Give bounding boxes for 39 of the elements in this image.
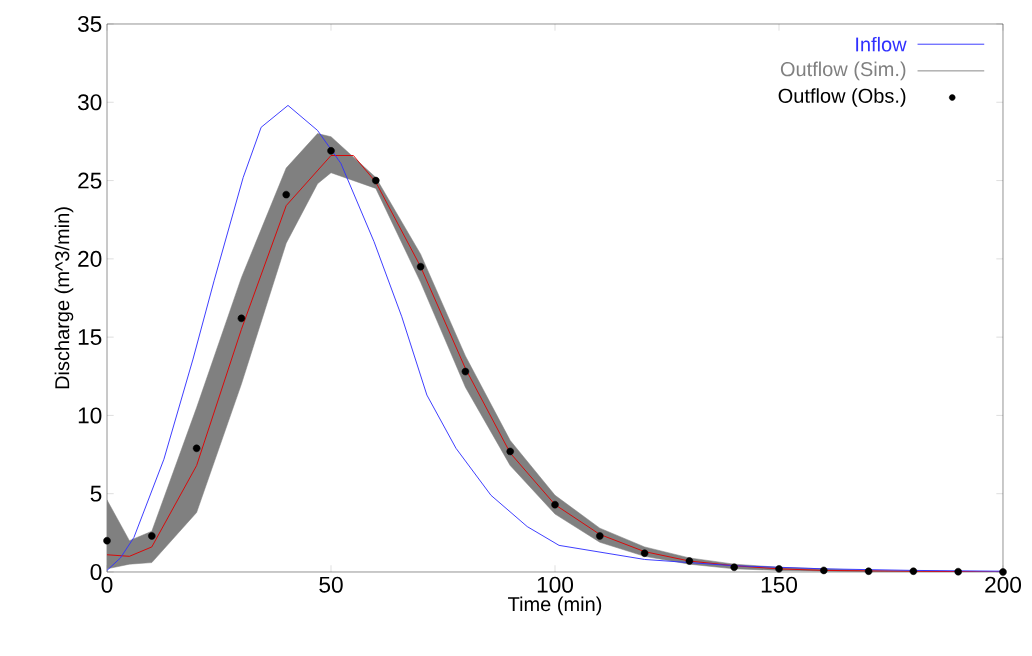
x-tick-label: 100 xyxy=(537,576,574,593)
x-tick-label: 0 xyxy=(101,576,113,593)
point xyxy=(954,567,962,576)
point xyxy=(820,566,828,575)
y-tick-label: 0 xyxy=(90,563,102,581)
point xyxy=(237,314,246,323)
y-tick-label: 20 xyxy=(78,250,102,267)
point xyxy=(461,367,470,376)
legend-label: Outflow (Sim.) xyxy=(780,61,906,81)
point xyxy=(148,532,156,540)
legend-label: Outflow (Obs.) xyxy=(778,88,906,107)
x-tick-label: 150 xyxy=(761,576,798,593)
point xyxy=(506,447,514,456)
point xyxy=(327,147,335,155)
y-axis-title: Discharge (m^3/min) xyxy=(54,207,74,389)
x-tick-label: 50 xyxy=(319,576,343,593)
point xyxy=(282,190,290,199)
point xyxy=(551,500,559,509)
x-axis-title: Time (min) xyxy=(508,596,602,616)
point xyxy=(416,262,425,271)
point xyxy=(640,549,649,557)
point xyxy=(730,563,738,572)
y-tick-label: 30 xyxy=(77,94,102,111)
y-tick-label: 15 xyxy=(78,329,102,346)
point xyxy=(192,444,201,453)
legend-label: Inflow xyxy=(856,36,907,52)
point xyxy=(864,567,873,575)
point xyxy=(685,557,694,565)
point xyxy=(999,568,1007,576)
x-tick-label: 200 xyxy=(985,576,1022,593)
y-tick-label: 25 xyxy=(78,172,102,189)
y-tick-label: 35 xyxy=(77,15,102,33)
point xyxy=(103,536,111,545)
point xyxy=(372,176,380,185)
point xyxy=(775,565,783,573)
y-tick-label: 5 xyxy=(90,485,102,502)
point xyxy=(596,532,604,540)
y-tick-label: 10 xyxy=(78,407,102,424)
point xyxy=(909,567,918,575)
